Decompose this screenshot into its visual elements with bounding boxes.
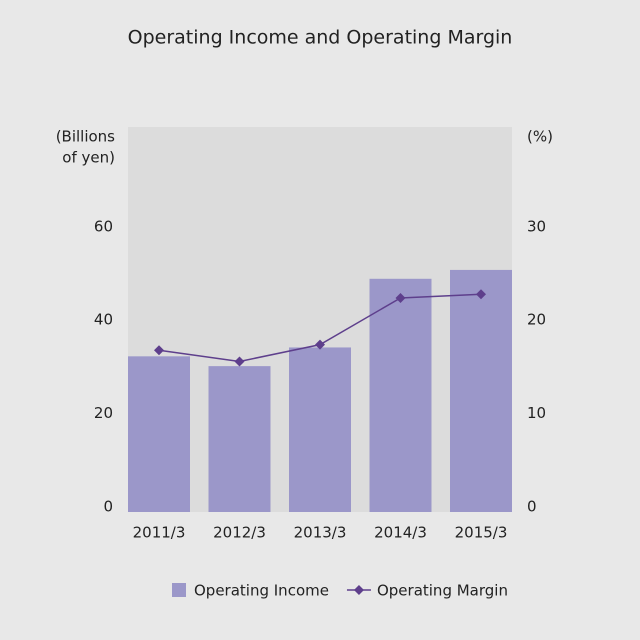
y-tick-label: 60 [94,217,113,235]
y-tick-label: 0 [103,498,113,516]
bar [208,366,271,512]
marker [234,356,245,367]
x-tick-label: 2011/3 [133,524,186,542]
legend-label: Operating Margin [377,582,508,600]
y2-tick-label: 30 [527,217,546,235]
marker [395,292,406,303]
marker [154,345,164,356]
y-tick-label: 20 [94,404,113,422]
marker [476,289,486,300]
marker [315,339,325,350]
y2-axis-label: (%) [527,128,553,146]
legend-label: Operating Income [194,582,329,600]
legend-swatch [172,583,186,597]
y-axis-label: (Billions [56,128,115,146]
y2-tick-label: 20 [527,311,546,329]
y2-tick-label: 0 [527,498,537,516]
x-tick-label: 2012/3 [213,524,266,542]
bar [128,356,190,512]
x-tick-label: 2014/3 [374,524,427,542]
chart-title: Operating Income and Operating Margin [128,27,513,49]
bar [289,347,351,512]
y-tick-label: 40 [94,311,113,329]
legend-marker [353,585,364,595]
bar [369,278,432,512]
y2-tick-label: 10 [527,404,546,422]
x-tick-label: 2015/3 [455,524,508,542]
bar [450,269,512,512]
y-axis-label: of yen) [62,149,115,167]
x-tick-label: 2013/3 [294,524,347,542]
